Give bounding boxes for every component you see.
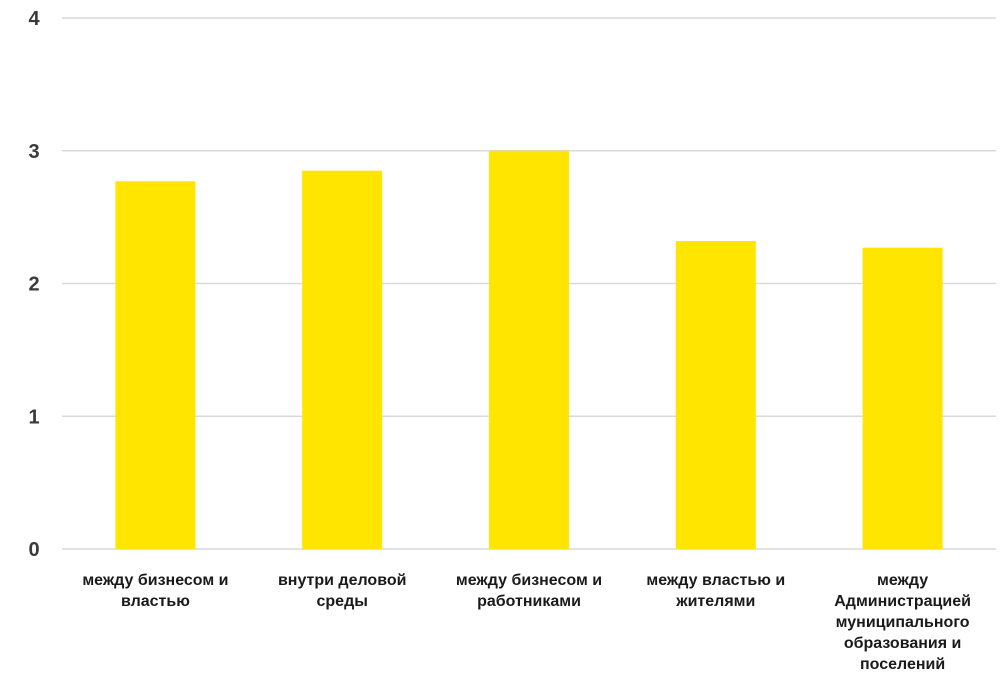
y-tick-label: 0 <box>28 539 39 561</box>
bar-4 <box>675 241 756 549</box>
category-label: между бизнесом и работниками <box>456 572 602 610</box>
category-label: между бизнесом и властью <box>82 572 228 610</box>
bar-1 <box>115 181 196 549</box>
category-label: между Администрацией муниципального образов… <box>834 572 971 673</box>
bar-5 <box>862 247 943 549</box>
bars <box>115 150 943 549</box>
y-tick-label: 3 <box>28 141 39 163</box>
y-tick-label: 1 <box>28 406 39 428</box>
x-axis-labels: между бизнесом и властью внутри деловой сре… <box>82 572 971 673</box>
bar-3 <box>489 150 569 549</box>
y-tick-label: 4 <box>28 8 40 30</box>
category-label: между властью и жителями <box>646 572 785 610</box>
bar-2 <box>302 170 383 549</box>
y-tick-label: 2 <box>28 274 39 296</box>
y-axis-ticks: 0 1 2 3 4 <box>28 8 40 561</box>
category-label: внутри деловой среды <box>278 572 407 610</box>
